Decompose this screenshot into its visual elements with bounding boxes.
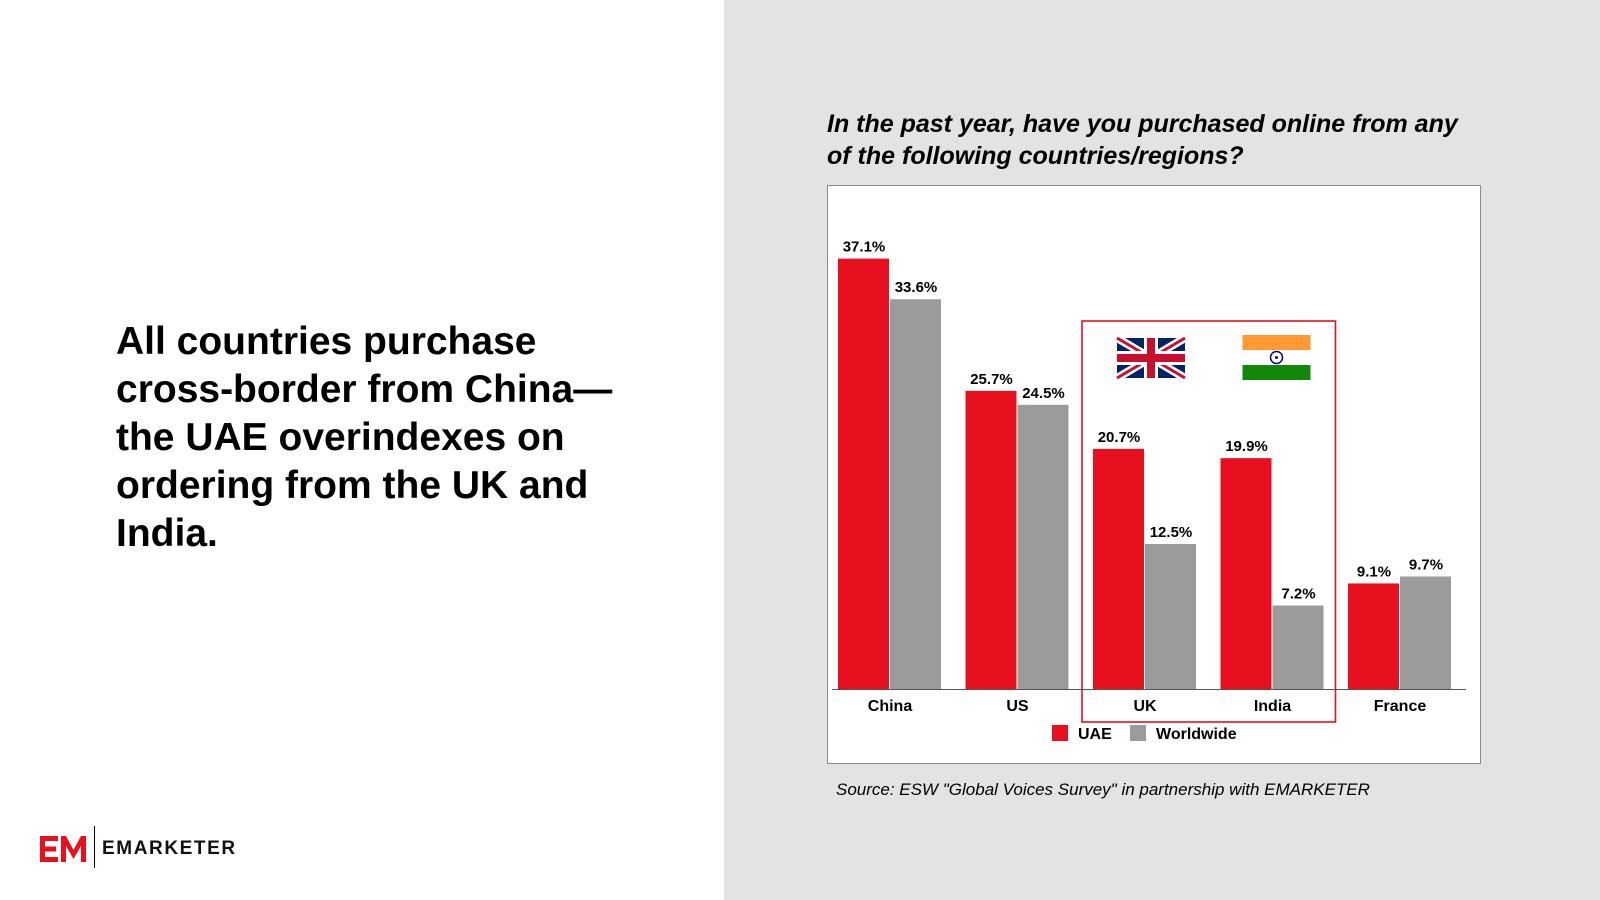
india-flag-icon xyxy=(1242,335,1311,380)
x-tick-label-india: India xyxy=(1254,698,1291,715)
bar-uae-india xyxy=(1220,458,1272,689)
data-label-worldwide-china: 33.6% xyxy=(895,279,938,296)
headline: All countries purchase cross-border from… xyxy=(116,320,613,555)
legend-label-worldwide: Worldwide xyxy=(1156,726,1237,743)
data-label-worldwide-france: 9.7% xyxy=(1409,556,1443,573)
x-tick-label-france: France xyxy=(1374,698,1427,715)
logo-text: EMARKETER xyxy=(102,838,237,859)
x-tick-label-china: China xyxy=(868,698,913,715)
source-note: Source: ESW "Global Voices Survey" in pa… xyxy=(836,780,1370,799)
bar-uae-uk xyxy=(1093,448,1144,689)
bar-worldwide-uk xyxy=(1145,544,1196,689)
left-panel: All countries purchase cross-border from… xyxy=(0,0,724,900)
bar-uae-china xyxy=(838,258,889,689)
india-flag-green xyxy=(1242,365,1311,380)
bar-worldwide-india xyxy=(1272,605,1324,689)
highlight-box xyxy=(1081,320,1337,723)
uk-flag-icon xyxy=(1114,334,1188,382)
bar-worldwide-china xyxy=(890,299,941,689)
emarketer-logo: EMARKETER xyxy=(40,826,260,868)
bar-worldwide-france xyxy=(1400,576,1451,689)
data-label-worldwide-us: 24.5% xyxy=(1022,385,1065,402)
x-tick-label-uk: UK xyxy=(1133,698,1157,715)
india-flag-saffron xyxy=(1242,335,1311,350)
data-label-uae-india: 19.9% xyxy=(1225,438,1268,455)
data-label-uae-france: 9.1% xyxy=(1357,563,1391,580)
india-flag-chakra xyxy=(1269,350,1284,365)
em-logo-icon xyxy=(40,836,86,862)
chart-title: In the past year, have you purchased onl… xyxy=(827,110,1458,170)
bar-uae-france xyxy=(1348,583,1399,689)
x-tick-label-us: US xyxy=(1006,698,1029,715)
data-label-worldwide-india: 7.2% xyxy=(1281,585,1315,602)
bar-worldwide-us xyxy=(1017,404,1069,689)
bar-chart: 37.1% 33.6% China 25.7% 24.5% US 20.7% 12.5% UK 1… xyxy=(832,239,1466,743)
legend-label-uae: UAE xyxy=(1078,726,1112,743)
logo-divider xyxy=(94,826,95,868)
data-label-uae-uk: 20.7% xyxy=(1098,429,1141,446)
data-label-worldwide-uk: 12.5% xyxy=(1150,524,1193,541)
legend-swatch-worldwide xyxy=(1130,725,1146,741)
data-label-uae-us: 25.7% xyxy=(970,371,1013,388)
uk-flag-cross-h-red xyxy=(1117,354,1185,362)
india-flag-chakra-hub xyxy=(1275,356,1278,359)
legend-swatch-uae xyxy=(1052,725,1068,741)
data-label-uae-china: 37.1% xyxy=(843,239,886,256)
chart-container: 37.1% 33.6% China 25.7% 24.5% US 20.7% 12.5% UK 1… xyxy=(827,185,1481,764)
bar-uae-us xyxy=(965,390,1017,689)
